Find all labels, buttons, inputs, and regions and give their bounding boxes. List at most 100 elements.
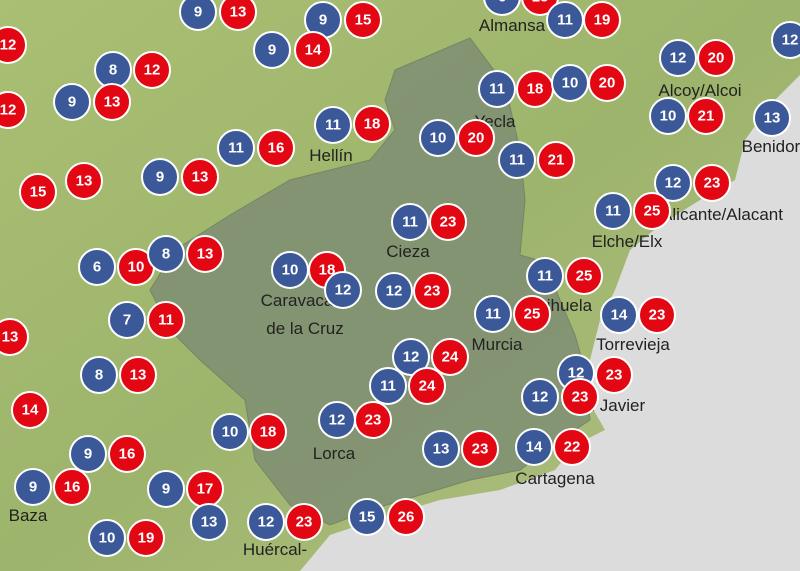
min-temp-value: 9 [319,12,327,29]
min-temp-value: 12 [386,283,403,300]
max-temp: 15 [19,173,57,211]
max-temp: 10 [117,248,155,286]
max-temp-circle [561,378,599,416]
max-temp-circle [0,318,29,356]
min-temp-value: 9 [162,481,170,498]
max-temp-value: 18 [319,262,336,279]
max-temp: 15 [344,1,382,39]
min-temp-value: 9 [268,42,276,59]
min-temp-circle [314,106,352,144]
max-temp: 23 [413,272,451,310]
max-temp-value: 18 [532,0,549,6]
max-temp: 14 [294,31,332,69]
max-temp-circle [537,141,575,179]
min-temp: 9 [179,0,217,31]
max-temp-circle [181,158,219,196]
max-temp-circle [687,97,725,135]
min-temp-value: 11 [509,152,525,169]
city-label: Murcia [471,335,523,354]
min-temp-circle [14,468,52,506]
min-temp: 7 [108,301,146,339]
max-temp-value: 18 [364,116,381,133]
min-temp-circle [753,99,791,137]
min-temp-circle [474,295,512,333]
max-temp-circle [65,162,103,200]
max-temp: 25 [633,192,671,230]
min-temp-circle [483,0,521,16]
min-temp: 13 [422,430,460,468]
min-temp-value: 10 [562,75,579,92]
min-temp: 12 [392,338,430,376]
max-temp: 23 [429,203,467,241]
max-temp-circle [294,31,332,69]
min-temp-circle [422,430,460,468]
min-temp: 15 [348,498,386,536]
min-temp-circle [190,503,228,541]
max-temp-circle [127,519,165,557]
max-temp-value: 10 [128,259,145,276]
max-temp-value: 13 [104,94,121,111]
max-temp: 13 [219,0,257,31]
min-temp-circle [659,39,697,77]
min-temp-value: 15 [359,509,376,526]
max-temp-circle [413,272,451,310]
min-temp: 12 [318,401,356,439]
max-temp: 24 [431,338,469,376]
max-temp-circle [457,119,495,157]
max-temp-value: 17 [197,481,214,498]
max-temp-value: 15 [30,184,47,201]
max-temp: 14 [11,391,49,429]
max-temp: 13 [65,162,103,200]
min-temp-circle [147,235,185,273]
min-temp-value: 8 [95,367,103,384]
min-temp: 12 [654,164,692,202]
min-temp: 12 [324,271,362,309]
city-label: Alicante/Alacant [661,205,783,224]
min-temp: 11 [498,141,536,179]
max-temp-value: 23 [606,367,623,384]
min-temp: 11 [594,192,632,230]
max-temp-circle [513,295,551,333]
min-temp-circle [217,129,255,167]
min-temp-circle [179,0,217,31]
min-temp-circle [78,248,116,286]
min-temp: 8 [80,356,118,394]
max-temp-value: 13 [130,367,147,384]
min-temp: 6 [483,0,521,16]
max-temp: 21 [537,141,575,179]
city-label: Torrevieja [596,335,670,354]
max-temp: 16 [53,468,91,506]
min-temp-value: 13 [433,441,450,458]
min-temp: 11 [217,129,255,167]
max-temp: 13 [186,235,224,273]
min-temp: 10 [419,119,457,157]
city-label: Cartagena [515,469,595,488]
max-temp: 12 [0,91,27,129]
min-temp: 14 [600,296,638,334]
max-temp-value: 11 [158,312,174,329]
max-temp-value: 12 [144,62,161,79]
min-temp: 14 [515,428,553,466]
max-temp-circle [344,1,382,39]
max-temp: 19 [127,519,165,557]
city-label: Hellín [309,146,352,165]
max-temp-circle [461,430,499,468]
max-temp-value: 20 [599,75,616,92]
min-temp: 11 [478,70,516,108]
min-temp-circle [247,503,285,541]
min-temp-circle [69,435,107,473]
min-temp-circle [478,70,516,108]
min-temp-value: 10 [430,130,447,147]
max-temp-value: 26 [398,509,415,526]
max-temp-circle [133,51,171,89]
min-temp-value: 11 [325,117,341,134]
max-temp-value: 20 [468,130,485,147]
min-temp-circle [419,119,457,157]
min-temp-circle [348,498,386,536]
min-temp: 13 [190,503,228,541]
max-temp: 13 [119,356,157,394]
city-label: Caravaca [261,291,334,310]
min-temp-value: 10 [99,530,116,547]
